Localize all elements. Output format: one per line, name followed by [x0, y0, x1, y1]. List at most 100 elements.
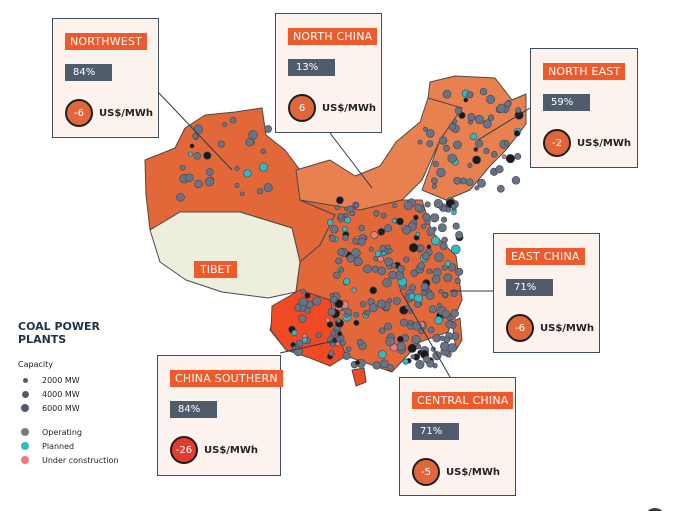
- plant-dot: [299, 305, 307, 312]
- cost-unit: US$/MWh: [322, 102, 377, 114]
- plant-dot: [203, 151, 212, 160]
- plant-dot: [328, 350, 335, 357]
- plant-dot: [415, 343, 422, 350]
- plant-dot: [357, 237, 366, 246]
- plant-dot: [330, 342, 336, 348]
- plant-dot: [455, 231, 464, 239]
- small-dot-icon: [22, 377, 28, 383]
- plant-dot: [176, 192, 185, 202]
- plant-dot: [436, 167, 446, 178]
- plant-dot: [439, 335, 446, 342]
- plant-dot: [465, 178, 474, 187]
- plant-dot: [345, 346, 352, 352]
- plant-dot: [374, 250, 382, 257]
- plant-dot: [491, 151, 498, 158]
- plant-dot: [351, 287, 357, 293]
- plant-dot: [407, 343, 417, 353]
- plant-dot: [330, 225, 339, 234]
- cost-unit: US$/MWh: [577, 137, 632, 149]
- plant-dot: [441, 205, 447, 212]
- plant-dot: [467, 113, 476, 121]
- cost-circle: -5: [412, 458, 440, 486]
- plant-dot: [427, 326, 435, 334]
- plant-dot: [327, 307, 336, 317]
- plant-dot: [291, 329, 298, 336]
- legend: COAL POWER PLANTS Capacity 2000 MW 4000 M…: [18, 320, 119, 467]
- plant-dot: [504, 140, 510, 146]
- planned-dot-icon: [21, 442, 29, 450]
- plant-dot: [333, 271, 341, 280]
- plant-dot: [234, 183, 240, 189]
- partial-circle-decoration: [647, 508, 663, 511]
- plant-dot: [295, 339, 304, 348]
- plant-dot: [397, 335, 404, 343]
- under-construction-dot-icon: [21, 456, 29, 464]
- plant-dot: [479, 87, 488, 96]
- percent-badge: 71%: [412, 423, 459, 440]
- region-label: NORTH EAST: [543, 63, 626, 80]
- plant-dot: [298, 314, 307, 323]
- region-label: CENTRAL CHINA: [412, 392, 514, 409]
- plant-dot: [437, 223, 447, 233]
- legend-capacity-label: Capacity: [18, 360, 53, 369]
- region-label: NORTHWEST: [65, 33, 148, 50]
- plant-dot: [425, 291, 435, 300]
- plant-dot: [258, 162, 268, 172]
- plant-dot: [447, 153, 457, 163]
- plant-dot: [353, 202, 359, 209]
- percent-badge: 84%: [65, 64, 112, 81]
- plant-dot: [475, 139, 484, 148]
- plant-dot: [335, 336, 342, 343]
- plant-dot: [354, 360, 361, 366]
- plant-dot: [179, 164, 186, 171]
- plant-dot: [369, 286, 378, 295]
- plant-dot: [447, 343, 457, 353]
- plant-dot: [358, 224, 365, 232]
- plant-dot: [454, 106, 463, 115]
- plant-dot: [496, 103, 506, 113]
- plant-dot: [377, 255, 384, 263]
- plant-dot: [339, 267, 345, 273]
- plant-dot: [330, 296, 338, 304]
- legend-title: COAL POWER PLANTS: [18, 320, 119, 346]
- plant-dot: [377, 266, 386, 276]
- plant-dot: [365, 310, 371, 316]
- plant-dot: [379, 359, 389, 369]
- plant-dot: [442, 89, 452, 99]
- plant-dot: [243, 169, 252, 178]
- plant-dot: [402, 225, 412, 235]
- plant-dot: [473, 147, 479, 152]
- plant-dot: [443, 144, 450, 152]
- plant-dot: [414, 301, 421, 309]
- plant-dot: [335, 341, 341, 347]
- plant-dot: [472, 155, 481, 165]
- plant-dot: [353, 311, 360, 318]
- plant-dot: [453, 140, 462, 150]
- plant-dot: [496, 185, 505, 193]
- percent-badge: 71%: [506, 279, 553, 296]
- plant-dot: [363, 264, 372, 274]
- plant-dot: [477, 178, 486, 188]
- plant-dot: [431, 177, 438, 185]
- operating-dot-icon: [21, 428, 29, 436]
- plant-dot: [206, 168, 214, 176]
- plant-dot: [505, 154, 515, 164]
- plant-dot: [204, 177, 215, 187]
- plant-dot: [384, 322, 392, 331]
- plant-dot: [452, 119, 458, 124]
- plant-dot: [482, 119, 492, 129]
- plant-dot: [463, 97, 469, 103]
- callout-north-east: NORTH EAST 59% -2 US$/MWh: [530, 48, 638, 168]
- cost-unit: US$/MWh: [204, 444, 259, 456]
- plant-dot: [495, 165, 504, 174]
- legend-text: Operating: [42, 427, 82, 437]
- callout-china-southern: CHINA SOUTHERN 84% -26 US$/MWh: [157, 355, 283, 476]
- plant-dot: [432, 267, 442, 277]
- plant-dot: [392, 296, 401, 305]
- tibet-label: TIBET: [194, 261, 238, 278]
- plant-dot: [192, 132, 199, 139]
- plant-dot: [407, 319, 414, 326]
- plant-dot: [342, 352, 351, 360]
